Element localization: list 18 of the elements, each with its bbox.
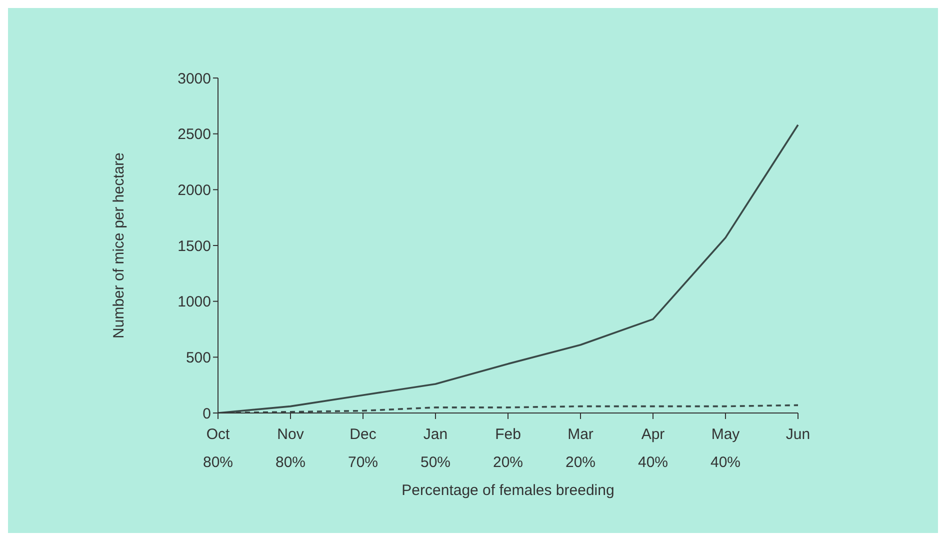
y-tick-label: 3000 bbox=[178, 70, 211, 88]
y-tick-label: 500 bbox=[186, 349, 211, 366]
x-tick-label: Mar 20% bbox=[565, 426, 596, 471]
x-axis-title: Percentage of females breeding bbox=[402, 482, 614, 499]
y-tick-label: 0 bbox=[202, 405, 211, 422]
x-tick-label: Nov 80% bbox=[275, 426, 306, 471]
x-tick-label: Oct 80% bbox=[202, 426, 234, 471]
y-tick-label: 2500 bbox=[178, 126, 211, 144]
y-tick-label: 1000 bbox=[178, 294, 211, 311]
x-tick-label: Apr 40% bbox=[638, 426, 668, 471]
x-tick-label: Dec 70% bbox=[348, 426, 378, 471]
y-tick-label: 1500 bbox=[178, 238, 211, 255]
x-tick-label: May 40% bbox=[710, 426, 741, 471]
y-axis-title: Number of mice per hectare bbox=[110, 152, 128, 338]
x-tick-label: Feb 20% bbox=[492, 426, 524, 471]
x-tick-label: Jan 50% bbox=[420, 426, 451, 471]
x-tick-label: Jun bbox=[786, 426, 810, 443]
y-tick-label: 2000 bbox=[178, 182, 211, 199]
